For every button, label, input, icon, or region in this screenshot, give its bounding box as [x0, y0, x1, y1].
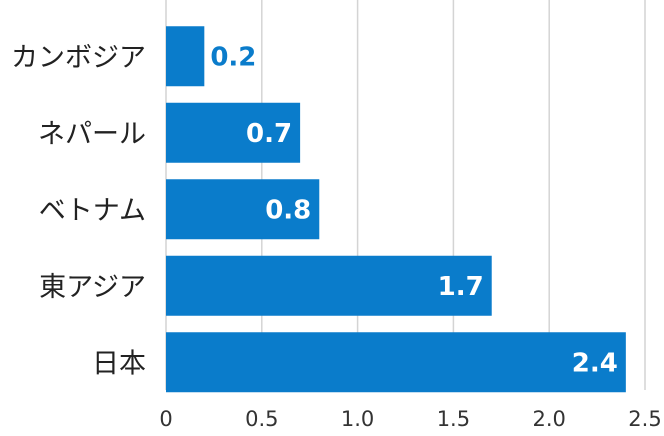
x-tick-label: 1.5 — [437, 407, 470, 431]
category-label: ネパール — [38, 119, 146, 150]
bar — [166, 332, 626, 393]
value-label: 2.4 — [572, 348, 618, 378]
category-label: 日本 — [92, 348, 146, 379]
value-label: 0.8 — [265, 195, 311, 225]
bar — [166, 26, 205, 87]
bars — [166, 26, 626, 393]
bar — [166, 179, 320, 240]
grid-lines — [165, 0, 646, 390]
bar — [166, 102, 301, 163]
x-tick-label: 0 — [159, 407, 172, 431]
x-tick-label: 1.0 — [341, 407, 374, 431]
category-label: ベトナム — [39, 195, 146, 226]
value-label: 0.2 — [210, 42, 256, 72]
category-label: カンボジア — [11, 42, 146, 73]
x-tick-label: 0.5 — [245, 407, 278, 431]
value-label: 1.7 — [438, 272, 484, 302]
bar — [166, 255, 492, 316]
x-tick-label: 2.0 — [532, 407, 565, 431]
value-labels: 0.2 0.7 0.8 1.7 2.4 — [210, 42, 618, 378]
x-axis-ticks: 0 0.5 1.0 1.5 2.0 2.5 — [159, 407, 661, 431]
value-label: 0.7 — [246, 119, 292, 149]
x-tick-label: 2.5 — [628, 407, 661, 431]
category-label: 東アジア — [39, 272, 146, 303]
